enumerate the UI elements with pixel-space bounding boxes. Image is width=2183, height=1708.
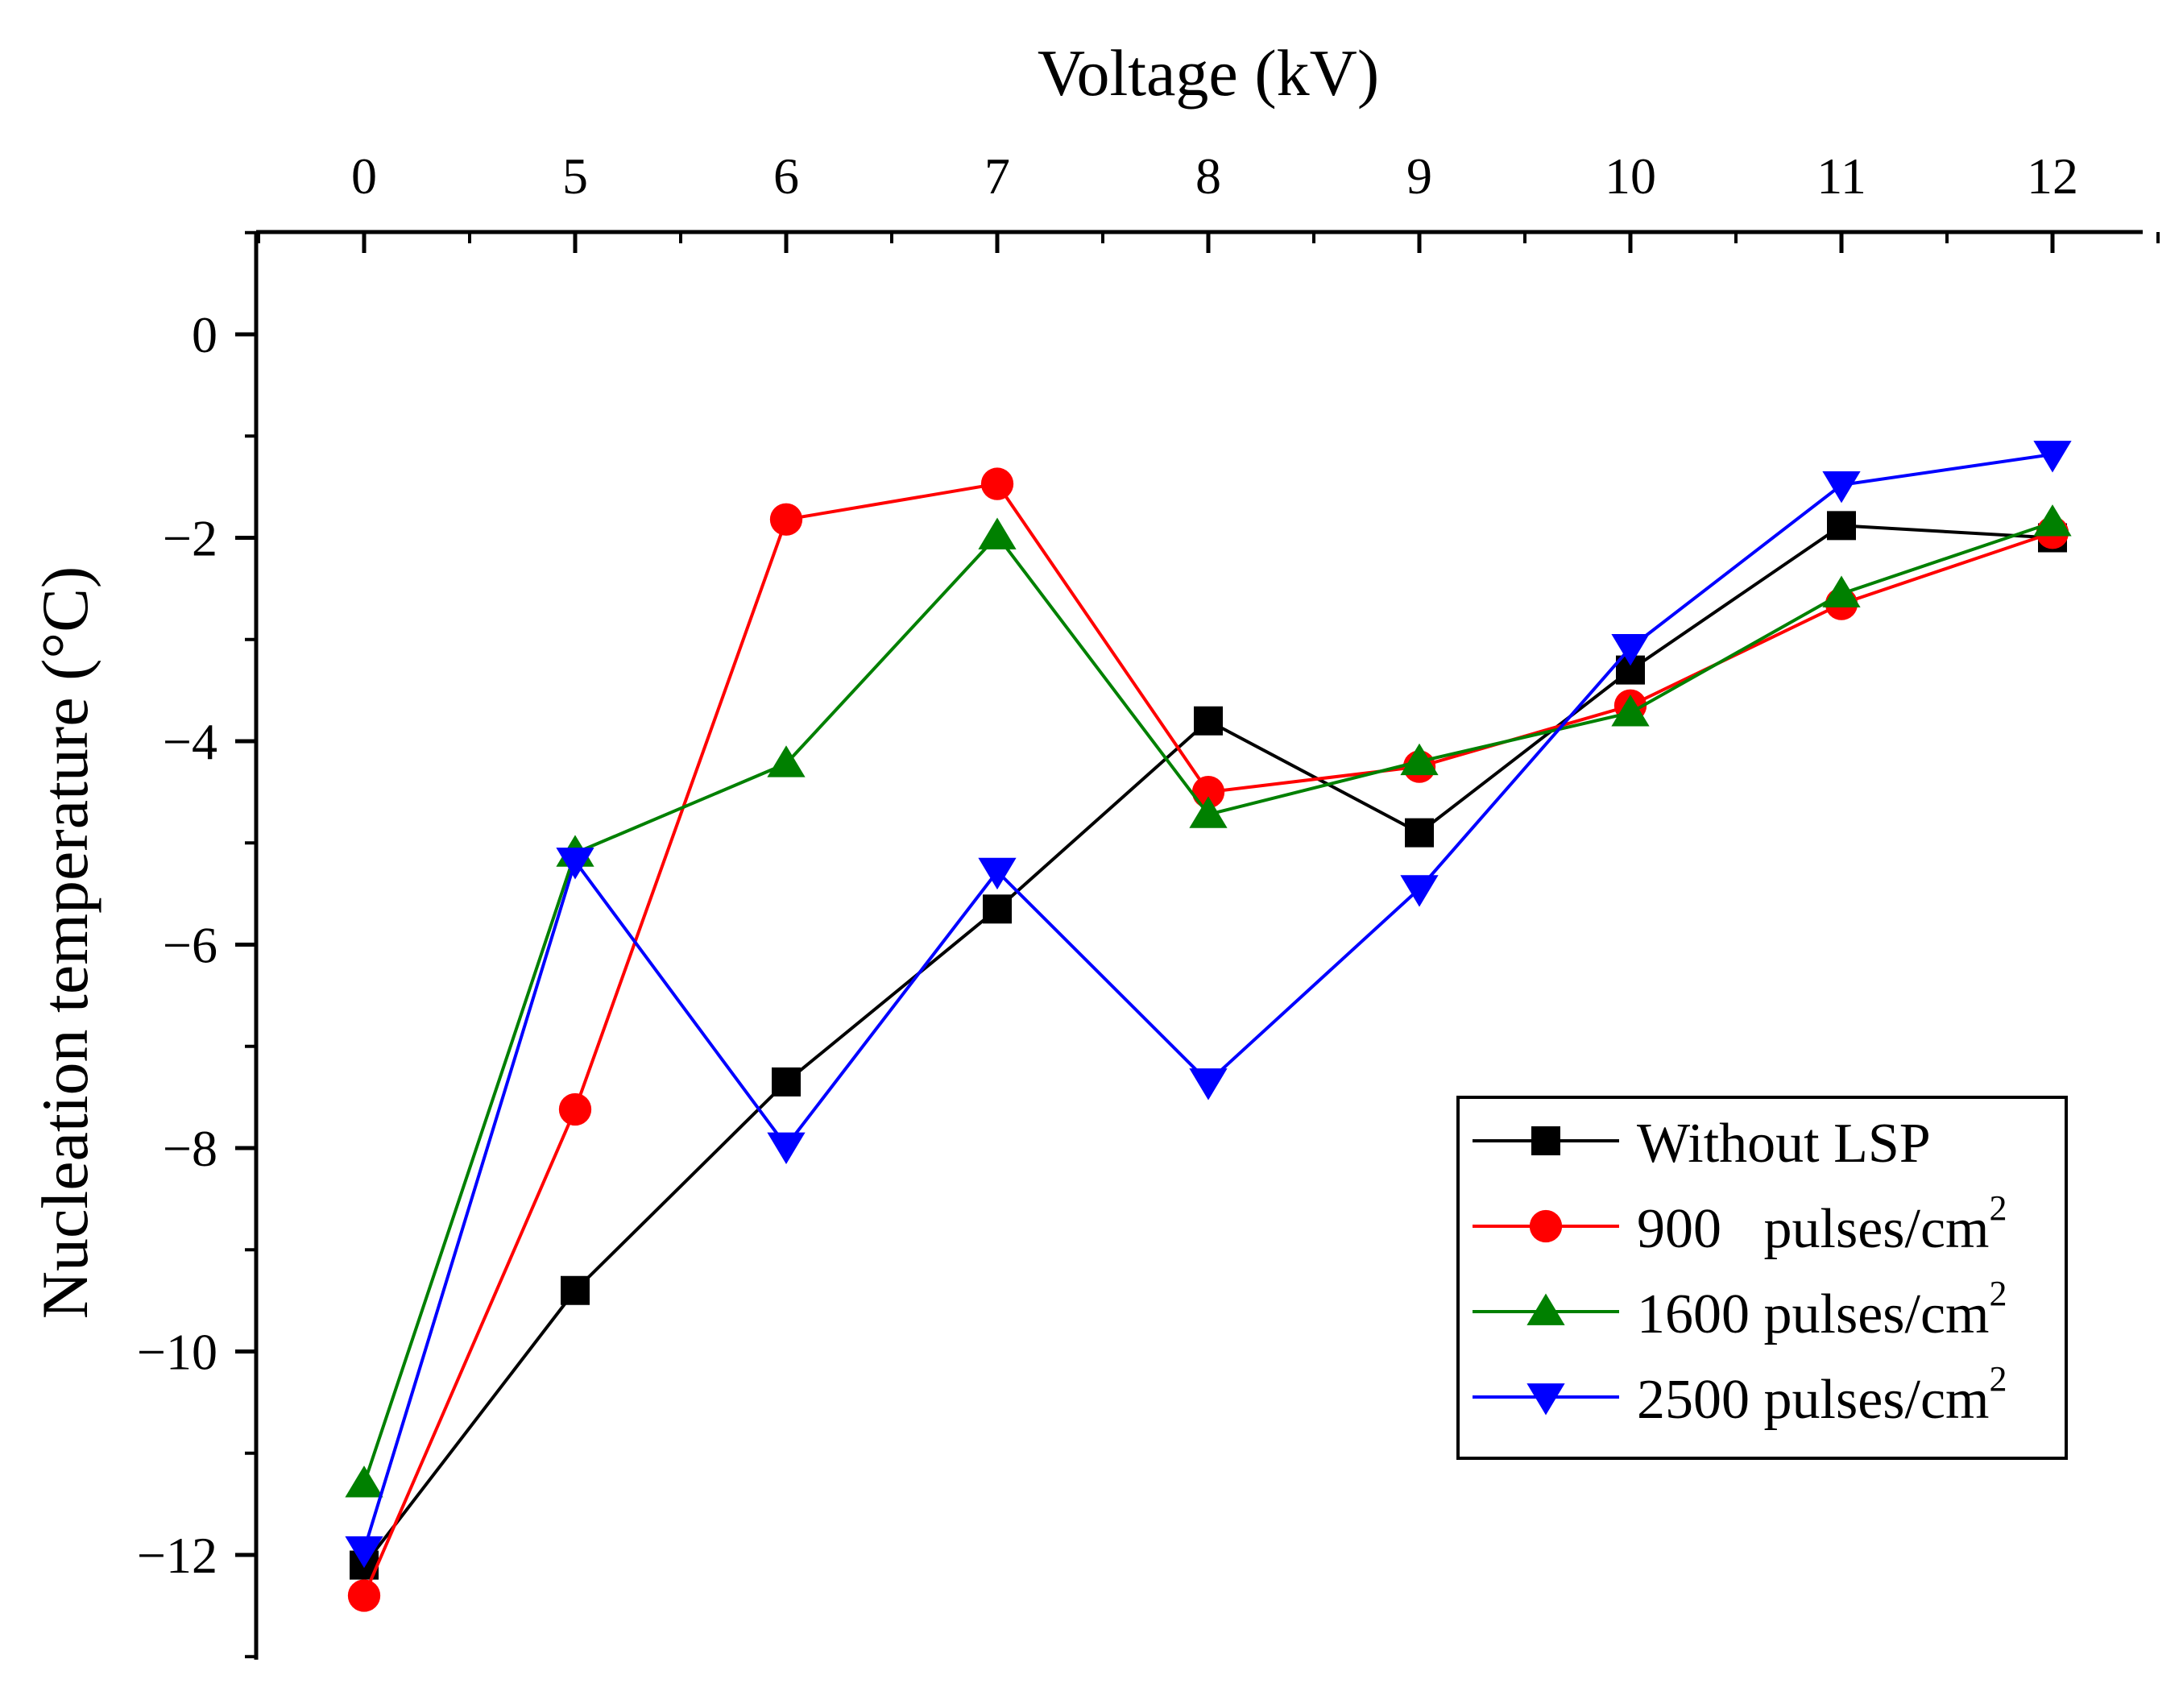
series-2 (347, 467, 2069, 1612)
legend-marker (1526, 1383, 1565, 1416)
x-tick-label: 0 (351, 147, 377, 205)
data-point (345, 1465, 383, 1498)
plot-area (345, 441, 2072, 1612)
legend-label: 1600 pulses/cm2 (1637, 1274, 2007, 1345)
legend-marker (1529, 1209, 1563, 1243)
x-tick-label: 7 (984, 147, 1010, 205)
x-tick-label: 6 (773, 147, 799, 205)
data-point (345, 1536, 383, 1569)
data-point (1189, 796, 1228, 828)
x-tick-label: 11 (1816, 147, 1866, 205)
data-point (978, 517, 1017, 549)
legend-label: Without LSP (1637, 1113, 1931, 1175)
data-point (978, 857, 1017, 890)
data-point (1189, 1068, 1228, 1101)
data-point (558, 1092, 592, 1126)
legend-marker (1531, 1126, 1560, 1155)
axes: 0 5 6 7 8 9 10 11 12 0 −2 −4 −6 −8 −10 −12 (137, 147, 2160, 1660)
legend-label: 900 pulses/cm2 (1637, 1188, 2007, 1260)
legend-entry: Without LSP (1473, 1113, 1931, 1175)
legend-marker (1526, 1293, 1565, 1325)
data-point (1400, 875, 1439, 907)
data-point (983, 894, 1012, 924)
y-tick-label: 0 (192, 306, 217, 363)
data-point (1194, 706, 1223, 736)
data-point (1191, 775, 1225, 809)
y-tick-label: −4 (163, 713, 217, 770)
x-axis-title: Voltage (kV) (1038, 36, 1379, 110)
y-tick-label: −10 (137, 1324, 217, 1381)
data-point (769, 503, 803, 536)
y-axis-title: Nucleation temperature (°C) (28, 566, 101, 1319)
data-point (767, 745, 806, 777)
series-4 (345, 441, 2072, 1569)
x-tick-label: 12 (2027, 147, 2078, 205)
data-point (561, 1275, 590, 1305)
data-point (1400, 743, 1439, 776)
legend: Without LSP 900 pulses/cm2 1600 pulses/cm2… (1456, 1096, 2068, 1460)
data-point (772, 1067, 801, 1097)
legend-entry: 900 pulses/cm2 (1473, 1188, 2007, 1260)
data-point (980, 467, 1014, 500)
data-point (1827, 511, 1856, 541)
data-point (1611, 694, 1650, 727)
data-point (2033, 504, 2072, 537)
y-tick-label: −12 (137, 1527, 217, 1584)
legend-entry: 1600 pulses/cm2 (1473, 1274, 2007, 1345)
data-point (347, 1579, 381, 1612)
x-tick-label: 5 (562, 147, 588, 205)
legend-label: 2500 pulses/cm2 (1637, 1359, 2007, 1431)
data-point (1822, 471, 1861, 504)
y-tick-label: −8 (163, 1120, 217, 1177)
y-tick-label: −6 (163, 917, 217, 974)
data-point (556, 848, 594, 880)
data-point (1405, 818, 1434, 848)
data-point (1822, 575, 1861, 607)
data-point (2033, 441, 2072, 473)
x-tick-label: 9 (1406, 147, 1432, 205)
y-tick-label: −2 (163, 510, 217, 567)
data-point (767, 1132, 806, 1164)
series-1 (350, 511, 2067, 1580)
x-tick-label: 10 (1605, 147, 1656, 205)
legend-entry: 2500 pulses/cm2 (1473, 1359, 2007, 1431)
x-tick-label: 8 (1195, 147, 1221, 205)
data-point (1611, 633, 1650, 666)
